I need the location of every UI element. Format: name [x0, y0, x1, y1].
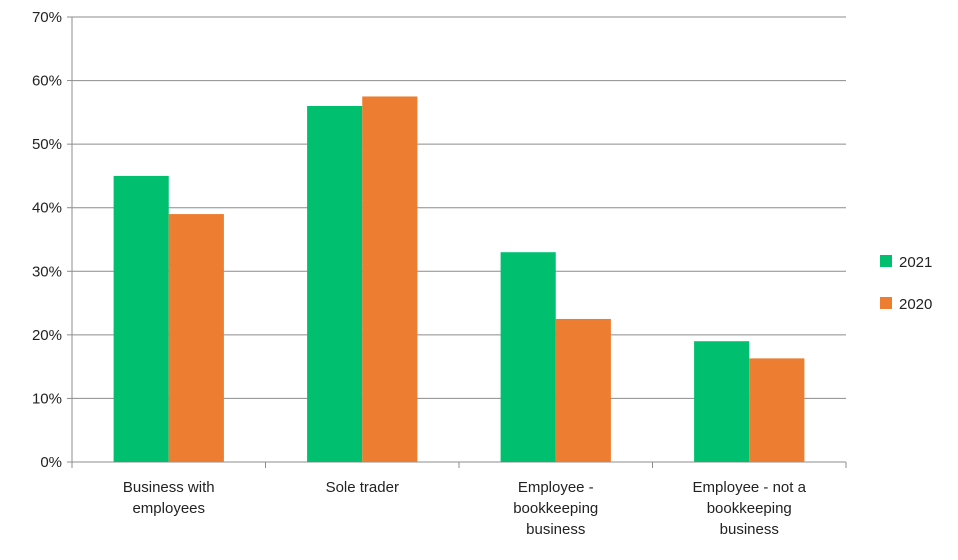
bar-2020-2 [555, 318, 611, 462]
legend-swatch-2021 [880, 255, 892, 267]
x-category-label-line: bookkeeping [513, 500, 598, 517]
y-tick-label: 50% [32, 136, 62, 153]
legend-label-2021: 2021 [899, 254, 932, 271]
x-category-label-line: Employee - [518, 479, 594, 496]
x-category-label-line: employees [132, 500, 205, 517]
y-tick-label: 40% [32, 200, 62, 217]
x-category-label: Sole trader [326, 479, 399, 496]
labels: 0% 10% 20% 30% 40% 50% 60% 70% Business with empl… [32, 9, 807, 538]
y-tick-label: 30% [32, 263, 62, 280]
x-category-label-line: bookkeeping [707, 500, 792, 517]
bar-2021-1 [307, 106, 363, 462]
x-category-label: Employee - not a bookkeeping business [693, 479, 807, 538]
x-category-label: Employee - bookkeeping business [513, 479, 598, 538]
y-tick-label: 70% [32, 9, 62, 26]
bar-2021-0 [113, 175, 169, 462]
bar-2021-3 [694, 341, 750, 462]
legend-swatch-2020 [880, 297, 892, 309]
legend-label-2020: 2020 [899, 296, 932, 313]
x-category-label-line: business [526, 521, 585, 538]
x-category-label-line: Business with [123, 479, 215, 496]
bar-2020-3 [749, 358, 805, 462]
y-tick-label: 20% [32, 327, 62, 344]
bars [113, 96, 805, 462]
x-category-label-line: business [720, 521, 779, 538]
bar-2020-0 [168, 214, 224, 462]
x-category-label-line: Employee - not a [693, 479, 807, 496]
x-category-label-line: Sole trader [326, 479, 399, 496]
x-category-label: Business with employees [123, 479, 215, 517]
bar-2020-1 [362, 96, 418, 462]
y-tick-label: 60% [32, 73, 62, 90]
y-tick-label: 10% [32, 390, 62, 407]
legend: 2021 2020 [880, 254, 932, 313]
y-tick-label: 0% [40, 454, 62, 471]
bar-2021-2 [500, 252, 556, 462]
